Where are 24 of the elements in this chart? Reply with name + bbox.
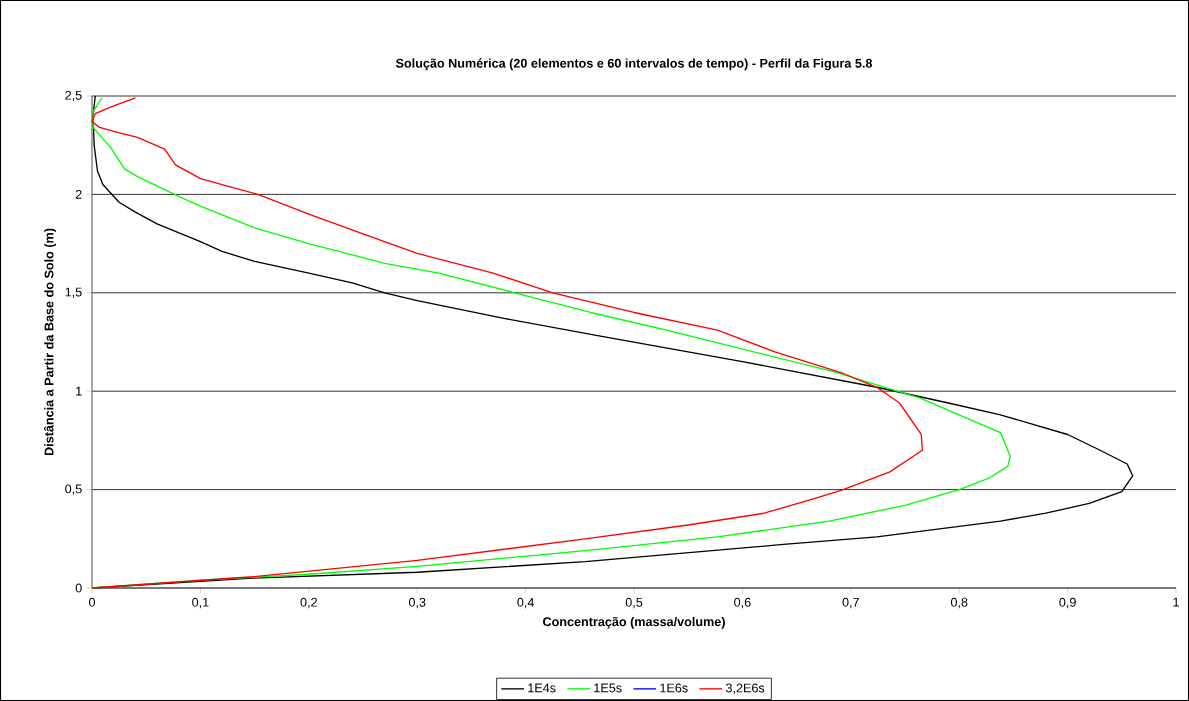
y-tick-label: 2 (75, 189, 82, 199)
x-tick-label: 0,7 (842, 597, 859, 609)
y-tick-label: 2,5 (65, 90, 82, 102)
x-tick-label: 0 (88, 597, 96, 607)
chart-title: Solução Numérica (20 elementos e 60 intervalos de tempo) - Perfil da Figura 5.8 (395, 58, 873, 71)
y-tick-label: 0 (75, 583, 82, 593)
x-tick-label: 0,3 (408, 597, 426, 609)
legend-label: 1E6s (660, 683, 688, 693)
x-tick-label: 0,9 (1059, 597, 1076, 609)
y-tick-label: 1,5 (65, 287, 82, 298)
x-tick-label: 0,4 (517, 597, 535, 609)
y-axis-title: Distância a Partir da Base do Solo (m) (43, 228, 56, 456)
x-axis-title: Concentração (massa/volume) (543, 616, 725, 629)
y-tick-label: 1 (76, 386, 82, 396)
x-tick-label: 1 (1173, 597, 1179, 607)
x-tick-label: 0,8 (950, 597, 968, 609)
legend-label: 3,2E6s (725, 683, 765, 694)
legend-label: 1E5s (594, 683, 622, 693)
x-tick-label: 0,5 (625, 597, 643, 609)
y-tick-label: 0,5 (65, 484, 82, 495)
x-tick-label: 0,2 (300, 597, 317, 609)
x-tick-label: 0,1 (192, 597, 209, 609)
x-tick-label: 0,6 (734, 597, 751, 609)
legend-label: 1E4s (528, 683, 556, 693)
